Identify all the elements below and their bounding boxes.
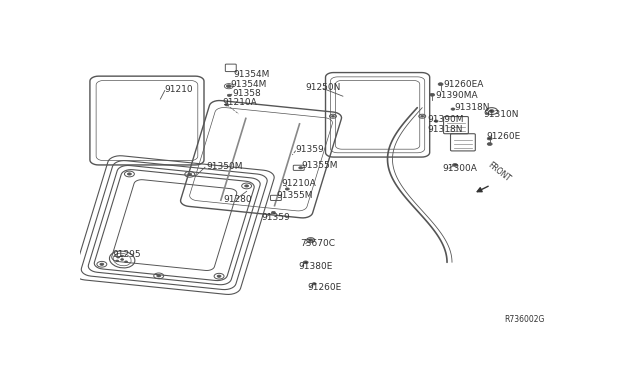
Circle shape	[438, 83, 443, 86]
Circle shape	[429, 93, 435, 96]
Text: 91300A: 91300A	[442, 164, 477, 173]
Circle shape	[312, 283, 316, 285]
Circle shape	[303, 261, 308, 264]
Text: 91318N: 91318N	[428, 125, 463, 134]
Circle shape	[217, 275, 221, 278]
Text: 91295: 91295	[112, 250, 141, 259]
Circle shape	[227, 94, 231, 96]
Circle shape	[121, 255, 124, 257]
Text: 73670C: 73670C	[300, 239, 335, 248]
Text: 91280: 91280	[224, 195, 252, 204]
Text: 91210A: 91210A	[282, 179, 317, 188]
Circle shape	[116, 256, 120, 258]
Text: 91210: 91210	[164, 84, 193, 93]
Circle shape	[225, 104, 229, 106]
Circle shape	[451, 108, 455, 110]
Text: 91355M: 91355M	[301, 161, 338, 170]
Text: 91390MA: 91390MA	[435, 91, 478, 100]
Text: R736002G: R736002G	[504, 315, 545, 324]
Circle shape	[285, 188, 289, 190]
Text: 91358: 91358	[233, 89, 262, 98]
Circle shape	[188, 173, 192, 176]
Text: 91260EA: 91260EA	[444, 80, 484, 89]
Circle shape	[116, 260, 118, 262]
Text: 91354M: 91354M	[234, 70, 270, 79]
Circle shape	[299, 167, 303, 169]
Text: 91210A: 91210A	[222, 98, 257, 107]
Text: 91310N: 91310N	[483, 110, 519, 119]
Circle shape	[332, 115, 335, 117]
Text: 91359: 91359	[296, 145, 324, 154]
Circle shape	[127, 173, 131, 175]
Circle shape	[271, 211, 275, 214]
Text: 91260E: 91260E	[486, 132, 521, 141]
Circle shape	[125, 261, 127, 263]
Circle shape	[487, 142, 492, 145]
Text: 91359: 91359	[262, 213, 291, 222]
Text: 91355M: 91355M	[276, 191, 313, 201]
Text: 91318N: 91318N	[454, 103, 490, 112]
Circle shape	[157, 275, 161, 277]
Circle shape	[489, 110, 494, 112]
Circle shape	[487, 137, 492, 140]
Text: FRONT: FRONT	[486, 160, 512, 183]
Text: 91354M: 91354M	[230, 80, 267, 89]
Circle shape	[434, 120, 438, 122]
Text: 91380E: 91380E	[298, 262, 333, 270]
Circle shape	[121, 259, 124, 260]
Circle shape	[227, 85, 231, 88]
Text: 91250N: 91250N	[306, 83, 341, 92]
Circle shape	[452, 164, 458, 166]
Text: 91260E: 91260E	[307, 283, 341, 292]
Circle shape	[308, 239, 312, 241]
Circle shape	[420, 115, 424, 117]
Text: 91390M: 91390M	[428, 115, 464, 124]
Text: 91350M: 91350M	[207, 162, 243, 171]
Circle shape	[100, 263, 104, 265]
Circle shape	[244, 185, 248, 187]
